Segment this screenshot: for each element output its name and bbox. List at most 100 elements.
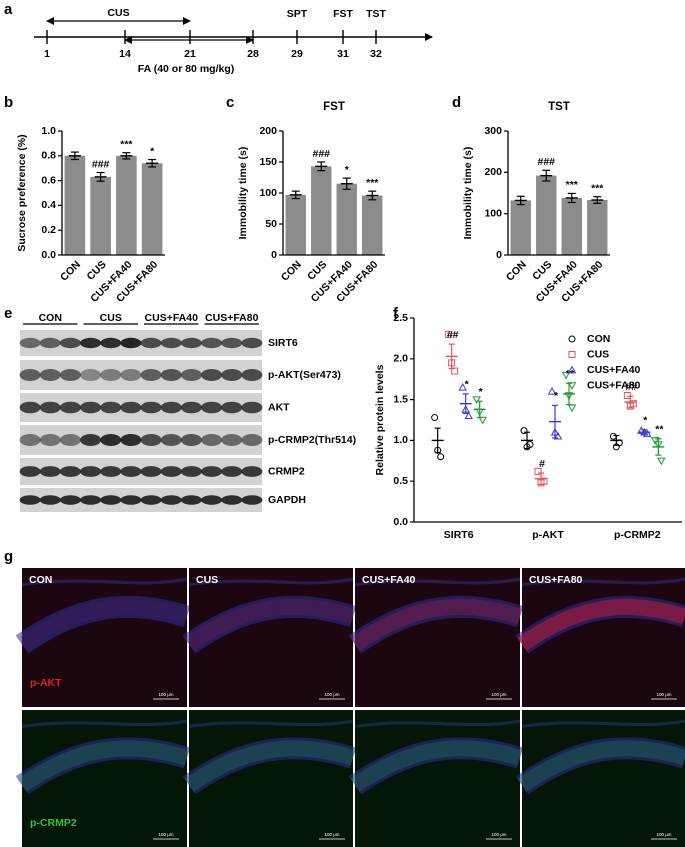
x-tick-label: p-AKT [532, 529, 564, 541]
legend-label: CON [587, 333, 610, 345]
timeline-day: 29 [291, 48, 303, 60]
blot-band [39, 434, 61, 446]
timeline-day: 1 [44, 48, 50, 60]
vessel [354, 719, 521, 728]
legend-marker [567, 382, 577, 390]
blot-band [120, 401, 142, 414]
blot-protein-label: AKT [268, 401, 290, 413]
marker [609, 432, 617, 440]
blot-band [180, 495, 202, 505]
marker [561, 371, 571, 380]
legend-label: CUS+FA80 [587, 379, 641, 391]
blot-band [100, 337, 122, 349]
blot-band [80, 495, 102, 505]
blot-band [180, 369, 202, 381]
legend-label: CUS [587, 348, 609, 360]
blot-band [180, 466, 202, 477]
chart-title: TST [548, 101, 570, 113]
timeline-day: 21 [184, 48, 196, 60]
marker [567, 404, 577, 413]
panel-letter: a [4, 1, 13, 18]
bar [90, 176, 111, 255]
y-tick-label: 200 [259, 125, 277, 137]
scale-bar-label: 100 μm [158, 692, 173, 697]
cell-layer [348, 737, 524, 795]
y-tick-label: 0.6 [41, 174, 56, 186]
panel-letter: g [4, 548, 13, 565]
blot-band [140, 337, 162, 349]
blot-band [241, 369, 263, 381]
blot-band [39, 495, 61, 505]
cell-layer [348, 595, 524, 654]
bar [141, 163, 163, 255]
bar [362, 195, 383, 255]
y-tick-label: 0.0 [393, 516, 408, 528]
scale-bar-label: 100 μm [656, 692, 671, 697]
blot-band [140, 466, 162, 477]
blot-band [120, 495, 142, 505]
blot-band [160, 401, 182, 414]
marker [643, 429, 652, 438]
blot-band [160, 495, 182, 505]
cell-layer [15, 595, 191, 654]
significance: ### [537, 156, 555, 168]
panel-letter: d [452, 94, 461, 111]
bar [116, 155, 137, 255]
blot-band [19, 434, 41, 446]
marker [534, 467, 542, 475]
test-label: SPT [287, 8, 308, 20]
x-tick-label: CON [58, 259, 83, 284]
blot-band [201, 337, 223, 349]
scale-bar-label: 100 μm [324, 832, 339, 837]
significance: *** [591, 183, 604, 195]
scale-bar-label: 100 μm [324, 692, 339, 697]
vessel [521, 577, 685, 587]
blot-band [180, 401, 202, 414]
x-tick-label: p-CRMP2 [614, 529, 661, 541]
y-tick-label: 2.5 [393, 312, 408, 324]
panel-letter: f [393, 305, 399, 322]
blot-band [19, 401, 41, 414]
significance: ## [447, 329, 459, 341]
blot-band [59, 337, 81, 349]
bar [285, 194, 306, 255]
blot-band [59, 434, 81, 446]
marker [623, 392, 631, 400]
panel-letter: c [226, 94, 234, 111]
significance: * [554, 390, 559, 402]
blot-band [180, 434, 202, 446]
marker [657, 457, 666, 466]
cell-layer [350, 598, 523, 651]
blot-band [201, 466, 223, 477]
y-tick-label: 0 [496, 249, 502, 261]
y-tick-label: 1.0 [41, 125, 56, 137]
stain-label: p-AKT [30, 677, 62, 689]
bar [536, 175, 557, 255]
blot-band [201, 369, 223, 381]
significance: * [479, 386, 484, 398]
bar [336, 183, 357, 255]
blot-band [100, 401, 122, 414]
cus-label: CUS [107, 7, 129, 19]
blot-band [80, 369, 102, 381]
y-axis-label: Sucrose preference (%) [16, 134, 28, 251]
blot-band [201, 495, 223, 505]
significance: * [150, 145, 155, 157]
y-tick-label: 150 [259, 156, 277, 168]
legend-marker [567, 365, 577, 374]
blot-band [19, 495, 41, 505]
bar [587, 200, 608, 255]
micrograph-group-label: CUS+FA80 [529, 574, 583, 586]
stain-label: p-CRMP2 [30, 817, 77, 829]
y-axis-label: Immobility time (s) [237, 147, 249, 240]
scale-bar-label: 100 μm [491, 832, 506, 837]
blot-band [39, 337, 61, 349]
cell-layer [182, 737, 357, 795]
blot-band [39, 369, 61, 381]
marker [547, 387, 557, 395]
y-tick-label: 50 [265, 218, 277, 230]
cell-layer [515, 737, 685, 795]
panel-letter: b [4, 94, 13, 111]
blot-group-label: CUS+FA40 [145, 312, 199, 324]
